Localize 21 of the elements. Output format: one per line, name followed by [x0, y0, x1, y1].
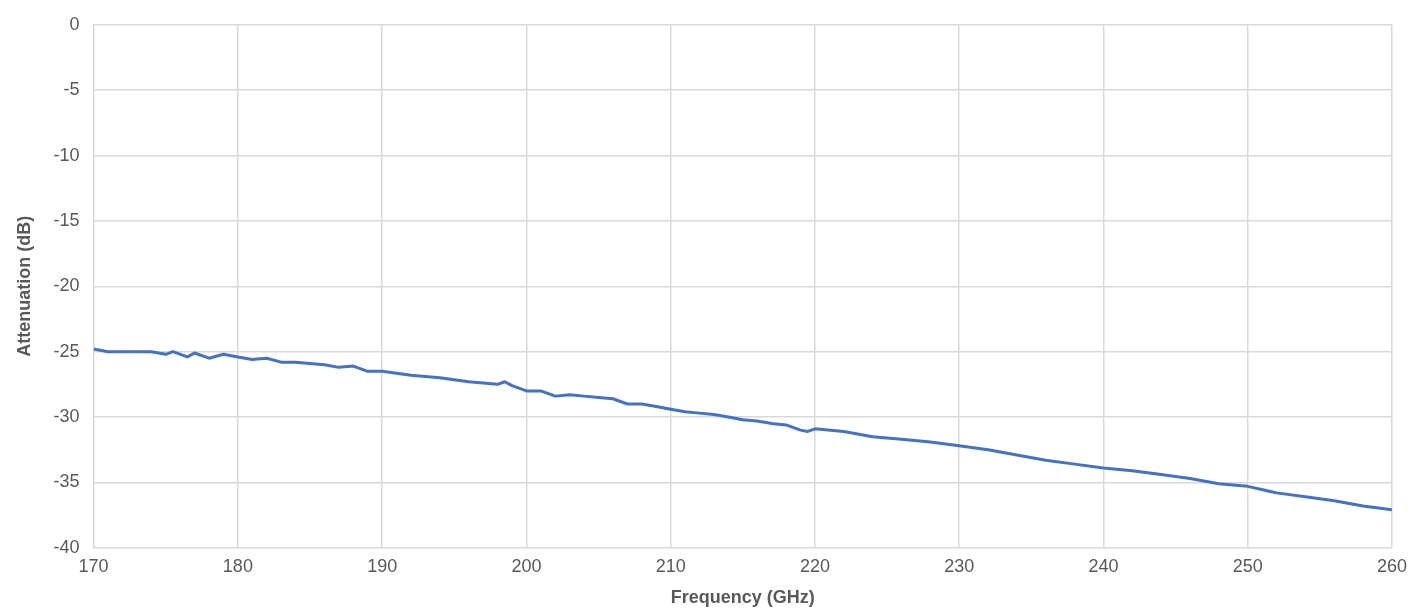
y-tick-label: 0 — [69, 13, 80, 34]
y-axis-title: Attenuation (dB) — [13, 215, 34, 357]
y-tick-label: -20 — [53, 275, 80, 296]
x-tick-label: 230 — [944, 555, 975, 576]
y-tick-label: -30 — [53, 406, 80, 427]
x-tick-label: 220 — [799, 555, 830, 576]
y-tick-label: -35 — [53, 471, 80, 492]
x-tick-label: 210 — [655, 555, 686, 576]
x-tick-label: 200 — [511, 555, 542, 576]
x-tick-label: 180 — [222, 555, 253, 576]
y-tick-label: -5 — [63, 79, 80, 100]
y-tick-label: -25 — [53, 340, 80, 361]
x-axis-title: Frequency (GHz) — [670, 587, 815, 608]
x-tick-label: 190 — [367, 555, 398, 576]
x-tick-label: 240 — [1088, 555, 1119, 576]
x-tick-label: 250 — [1232, 555, 1263, 576]
x-tick-label: 170 — [78, 555, 109, 576]
y-tick-label: -10 — [53, 144, 80, 165]
x-tick-label: 260 — [1376, 555, 1408, 576]
y-tick-label: -15 — [53, 209, 80, 230]
y-tick-label: -40 — [53, 536, 80, 557]
